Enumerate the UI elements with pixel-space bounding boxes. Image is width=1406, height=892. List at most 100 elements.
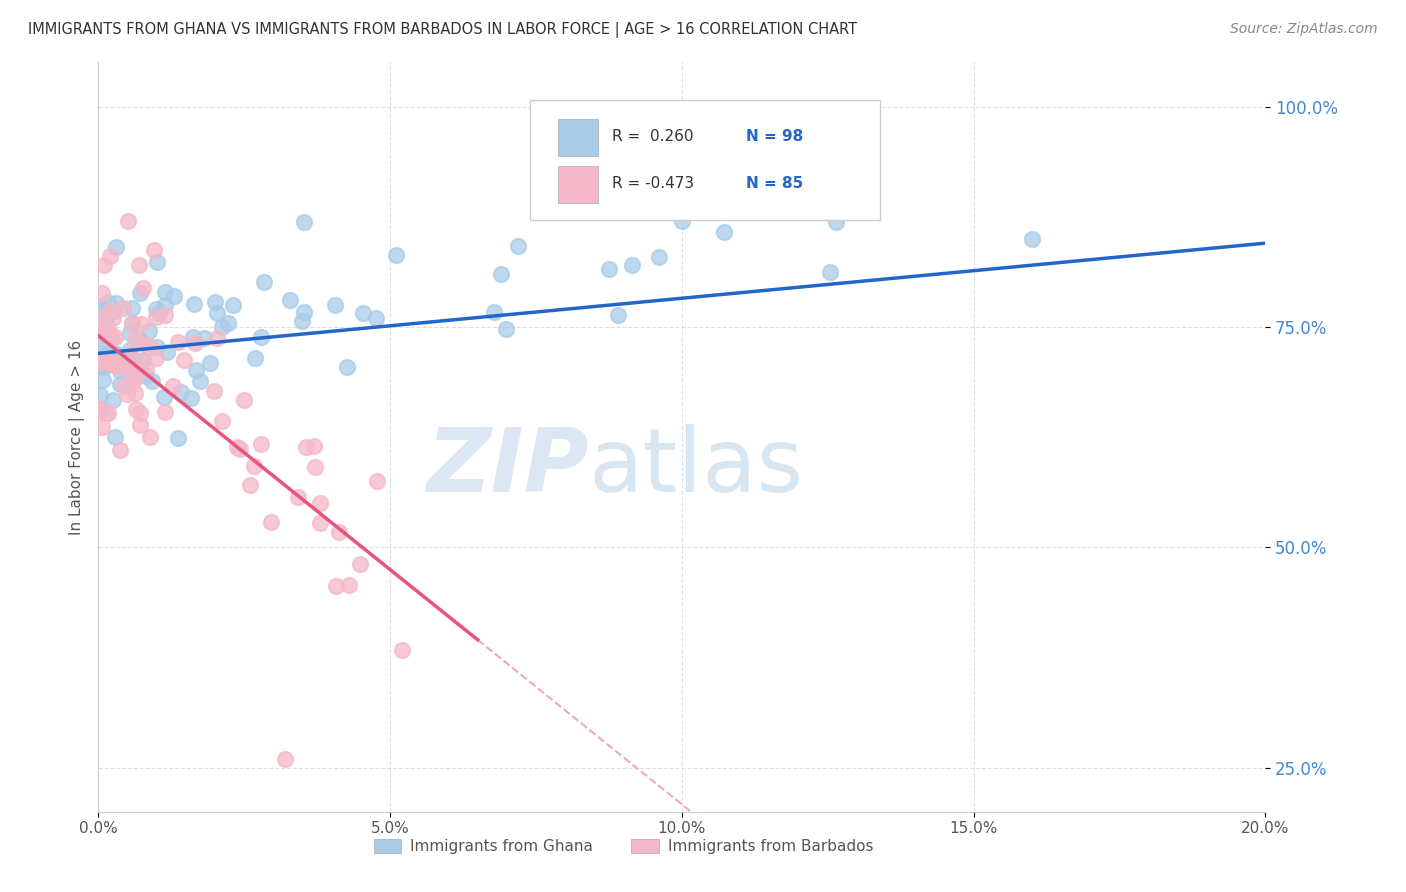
Point [97, 406, 120, 420]
Point [112, 351, 135, 365]
Point [120, 326, 142, 340]
Point [104, 430, 127, 444]
Point [260, 515, 283, 529]
Point [104, 296, 127, 310]
Point [101, 330, 124, 344]
Point [232, 392, 254, 407]
Point [90, 359, 112, 373]
Point [153, 285, 176, 299]
Point [104, 329, 127, 343]
Point [98, 249, 121, 263]
Point [287, 490, 309, 504]
Point [145, 351, 167, 365]
Point [121, 364, 143, 378]
Text: ZIP: ZIP [426, 424, 589, 510]
Point [124, 332, 146, 346]
Point [180, 391, 202, 405]
Point [89, 403, 111, 417]
Point [204, 295, 226, 310]
Point [124, 369, 146, 384]
Point [217, 316, 239, 330]
Point [153, 308, 176, 322]
Point [128, 258, 150, 272]
Point [167, 335, 190, 350]
Point [129, 317, 152, 331]
Point [138, 324, 160, 338]
Point [211, 414, 233, 428]
Point [100, 345, 122, 359]
Point [391, 643, 413, 657]
Point [207, 306, 229, 320]
Point [292, 215, 315, 229]
Point [291, 313, 314, 327]
Point [250, 330, 273, 344]
Point [89, 387, 111, 401]
Point [97, 356, 120, 370]
Point [818, 265, 841, 279]
Point [648, 250, 671, 264]
Point [129, 333, 152, 347]
Point [124, 368, 146, 383]
Text: IMMIGRANTS FROM GHANA VS IMMIGRANTS FROM BARBADOS IN LABOR FORCE | AGE > 16 CORR: IMMIGRANTS FROM GHANA VS IMMIGRANTS FROM… [28, 22, 858, 38]
Point [156, 344, 179, 359]
Point [97, 295, 120, 310]
Point [125, 402, 148, 417]
Point [132, 336, 155, 351]
Point [184, 363, 207, 377]
Point [89, 401, 111, 416]
Point [112, 301, 135, 315]
Point [239, 478, 262, 492]
Point [98, 325, 121, 339]
Point [96, 352, 118, 367]
Point [620, 258, 643, 272]
Point [366, 474, 388, 488]
Text: N = 85: N = 85 [747, 177, 803, 191]
Point [163, 289, 186, 303]
Point [148, 306, 170, 320]
Point [295, 440, 318, 454]
Point [94, 317, 117, 331]
Point [508, 239, 530, 253]
Point [108, 364, 131, 378]
Point [118, 348, 141, 362]
Point [122, 375, 145, 389]
Point [93, 340, 115, 354]
Point [308, 516, 330, 531]
Point [309, 496, 332, 510]
Point [489, 267, 512, 281]
Point [89, 321, 111, 335]
Point [121, 301, 143, 315]
Point [825, 214, 848, 228]
Point [135, 369, 157, 384]
Point [183, 296, 205, 310]
Point [91, 304, 114, 318]
Point [139, 340, 162, 354]
Point [188, 374, 211, 388]
Point [222, 298, 245, 312]
Point [103, 358, 125, 372]
Text: R =  0.260: R = 0.260 [612, 129, 693, 145]
Point [495, 322, 517, 336]
Point [302, 439, 325, 453]
Point [243, 459, 266, 474]
Point [121, 317, 143, 331]
Point [225, 440, 247, 454]
FancyBboxPatch shape [558, 119, 598, 156]
Point [121, 318, 143, 332]
Point [193, 331, 215, 345]
Point [117, 214, 139, 228]
Point [167, 431, 190, 445]
Point [103, 393, 125, 408]
Point [96, 356, 118, 370]
Point [484, 305, 506, 319]
Point [141, 374, 163, 388]
Point [104, 239, 127, 253]
Point [128, 417, 150, 432]
Point [253, 275, 276, 289]
Point [103, 304, 125, 318]
Text: R = -0.473: R = -0.473 [612, 177, 695, 191]
Point [250, 437, 273, 451]
Point [292, 304, 315, 318]
Point [671, 214, 693, 228]
Point [110, 442, 132, 457]
